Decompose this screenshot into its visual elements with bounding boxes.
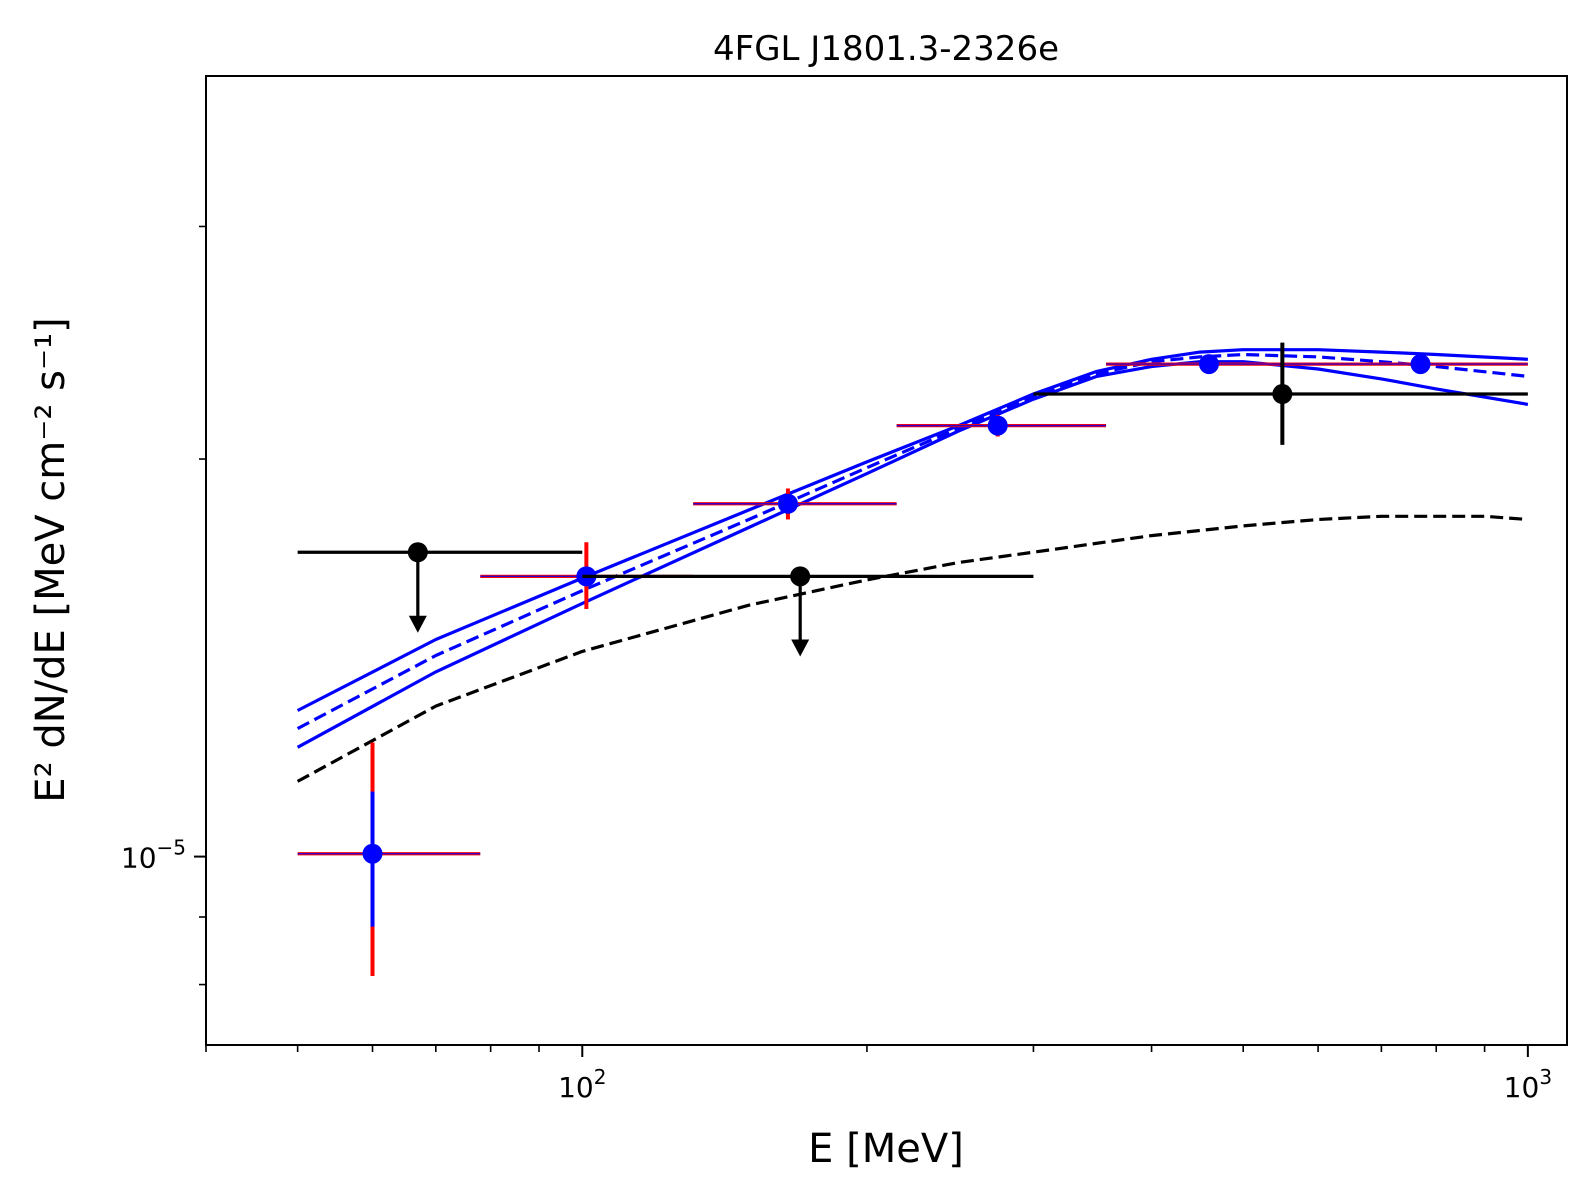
data-point-marker [1198,354,1219,375]
model-band-line-4 [296,360,1529,749]
upper-limit-arrowhead [791,639,810,657]
data-point-marker [1410,354,1431,375]
x-tick-label: 102 [558,1065,606,1104]
data-point-marker [362,843,383,864]
x-tick-label: 103 [1504,1065,1552,1104]
y-tick-label: 10−5 [121,836,186,875]
plot-area [296,342,1529,977]
axis-ticks: 102 103 10−5 [121,225,1552,1104]
x-axis-label: E [MeV] [808,1126,964,1172]
model-dashed-line-3 [296,352,1529,731]
data-point-marker [777,493,798,514]
y-axis-label: E² dN/dE [MeV cm⁻² s⁻¹] [28,317,74,802]
chart-title: 4FGL J1801.3-2326e [713,29,1059,69]
axes-frame [205,75,1568,1046]
upper-limit-arrowhead [408,615,427,633]
data-point-marker [987,415,1008,436]
data-point-marker [1272,384,1293,405]
model-band-line-2 [296,348,1528,712]
model-dashed-line-5 [296,514,1529,783]
data-point-marker [790,566,811,587]
data-point-marker [407,542,428,563]
